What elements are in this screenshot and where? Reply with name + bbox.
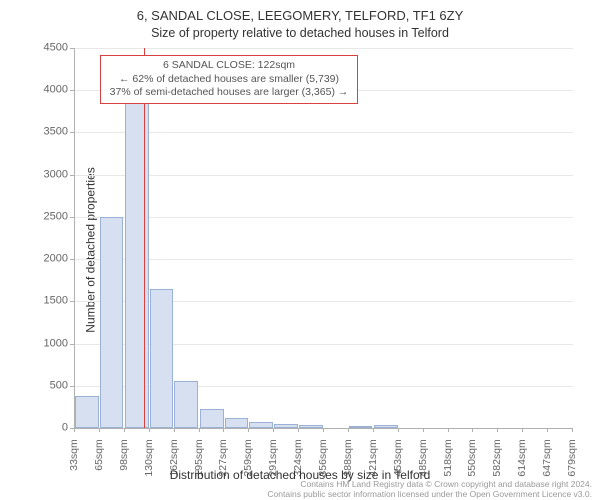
annotation-line-2: ← 62% of detached houses are smaller (5,… <box>109 73 349 87</box>
y-tick-label: 0 <box>62 423 68 434</box>
y-tick-mark <box>70 48 74 49</box>
y-tick-mark <box>70 386 74 387</box>
histogram-bar <box>125 99 149 428</box>
gridline <box>75 132 573 133</box>
y-tick-label: 2000 <box>44 254 68 265</box>
chart-subtitle: Size of property relative to detached ho… <box>0 26 600 40</box>
x-tick-mark <box>448 428 449 432</box>
x-tick-mark <box>547 428 548 432</box>
y-tick-label: 500 <box>50 380 68 391</box>
x-tick-mark <box>373 428 374 432</box>
footer-attribution: Contains HM Land Registry data © Crown c… <box>267 479 592 499</box>
gridline <box>75 175 573 176</box>
y-tick-label: 1500 <box>44 296 68 307</box>
y-tick-mark <box>70 344 74 345</box>
histogram-bar <box>274 424 298 428</box>
gridline <box>75 48 573 49</box>
x-tick-mark <box>174 428 175 432</box>
histogram-bar <box>174 381 198 428</box>
y-tick-mark <box>70 175 74 176</box>
x-tick-mark <box>223 428 224 432</box>
x-tick-mark <box>199 428 200 432</box>
x-tick-mark <box>497 428 498 432</box>
footer-line-2: Contains public sector information licen… <box>267 489 592 499</box>
x-tick-mark <box>124 428 125 432</box>
x-tick-mark <box>298 428 299 432</box>
chart-title: 6, SANDAL CLOSE, LEEGOMERY, TELFORD, TF1… <box>0 8 600 23</box>
histogram-bar <box>75 396 99 428</box>
chart-container: 6, SANDAL CLOSE, LEEGOMERY, TELFORD, TF1… <box>0 0 600 500</box>
histogram-bar <box>299 425 323 428</box>
x-tick-mark <box>472 428 473 432</box>
annotation-callout: 6 SANDAL CLOSE: 122sqm ← 62% of detached… <box>100 55 358 104</box>
histogram-bar <box>200 409 224 428</box>
y-tick-label: 4000 <box>44 85 68 96</box>
x-tick-mark <box>323 428 324 432</box>
x-tick-mark <box>348 428 349 432</box>
histogram-bar <box>249 422 273 428</box>
footer-line-1: Contains HM Land Registry data © Crown c… <box>267 479 592 489</box>
histogram-bar <box>374 425 398 428</box>
x-tick-mark <box>99 428 100 432</box>
y-tick-mark <box>70 90 74 91</box>
x-tick-mark <box>149 428 150 432</box>
x-tick-mark <box>423 428 424 432</box>
annotation-line-3: 37% of semi-detached houses are larger (… <box>109 86 349 100</box>
y-tick-mark <box>70 217 74 218</box>
y-tick-label: 3500 <box>44 127 68 138</box>
x-tick-mark <box>572 428 573 432</box>
y-tick-label: 2500 <box>44 211 68 222</box>
plot-area <box>74 48 573 429</box>
y-tick-label: 3000 <box>44 169 68 180</box>
histogram-bar <box>100 217 124 428</box>
y-tick-label: 1000 <box>44 338 68 349</box>
histogram-bar <box>150 289 174 428</box>
y-tick-label: 4500 <box>44 43 68 54</box>
histogram-bar <box>349 426 373 428</box>
gridline <box>75 217 573 218</box>
gridline <box>75 259 573 260</box>
x-tick-mark <box>74 428 75 432</box>
histogram-bar <box>225 418 249 428</box>
property-size-marker <box>144 48 145 428</box>
y-tick-mark <box>70 259 74 260</box>
annotation-line-1: 6 SANDAL CLOSE: 122sqm <box>109 59 349 73</box>
x-tick-mark <box>398 428 399 432</box>
x-tick-mark <box>248 428 249 432</box>
y-tick-mark <box>70 301 74 302</box>
x-tick-mark <box>273 428 274 432</box>
x-tick-mark <box>522 428 523 432</box>
y-tick-mark <box>70 132 74 133</box>
